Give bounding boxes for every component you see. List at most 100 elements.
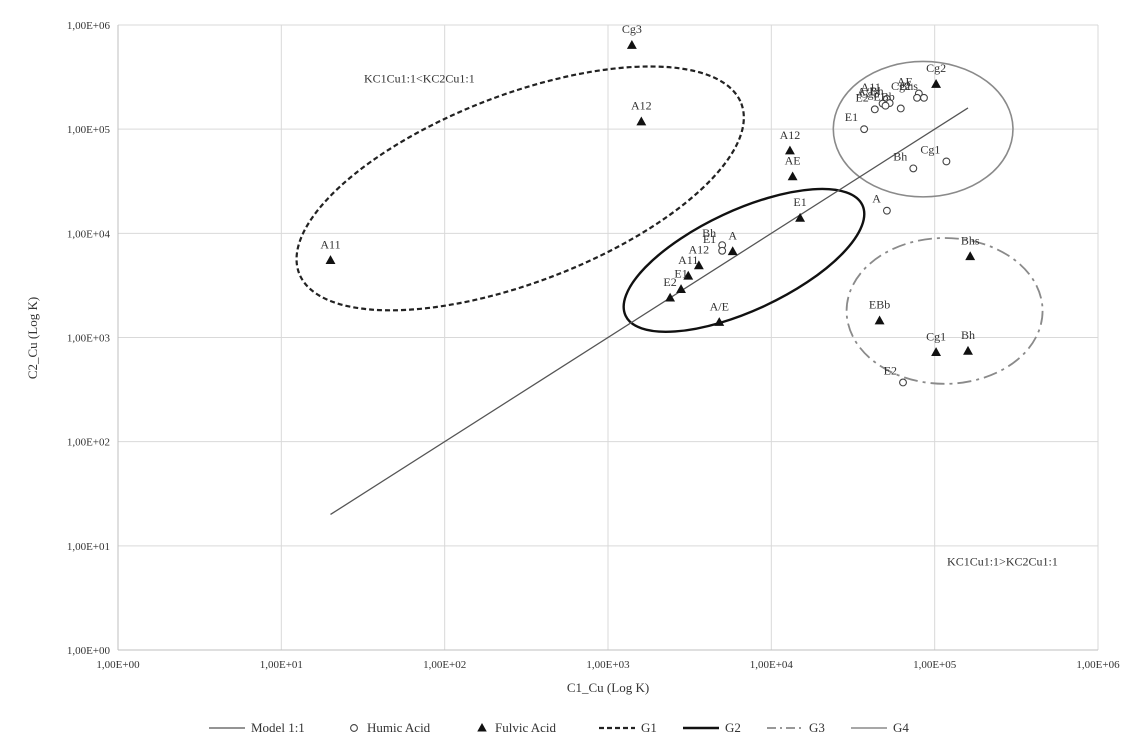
legend-entry-label: G4 bbox=[893, 720, 909, 735]
fulvic-acid-point bbox=[325, 255, 336, 265]
region-annotation: KC1Cu1:1<KC2Cu1:1 bbox=[364, 72, 475, 86]
fulvic-acid-point-label: E2 bbox=[663, 275, 676, 289]
humic-acid-point bbox=[942, 157, 951, 166]
fulvic-acid-point bbox=[931, 79, 942, 88]
humic-acid-point bbox=[913, 93, 921, 102]
y-tick-label: 1,00E+01 bbox=[67, 541, 110, 553]
fulvic-acid-point-label: A11 bbox=[678, 253, 698, 267]
y-tick-label: 1,00E+04 bbox=[67, 228, 111, 240]
fulvic-acid-point-label: AE bbox=[785, 154, 801, 168]
humic-acid-point bbox=[882, 206, 891, 215]
legend: Model 1:1 Humic Acid Fulvic Acid G1 G2 G3 G4 bbox=[209, 720, 909, 735]
model-1to1-line bbox=[330, 107, 969, 516]
humic-acid-point-label: Cg3 bbox=[859, 87, 879, 101]
group-ellipse-g2 bbox=[622, 187, 866, 334]
fulvic-acid-point bbox=[636, 116, 647, 126]
y-tick-label: 1,00E+02 bbox=[67, 437, 110, 449]
humic-acid-point-label: E2 bbox=[855, 90, 868, 104]
humic-acid-point-label: E1 bbox=[703, 232, 716, 246]
fulvic-acid-point bbox=[676, 284, 686, 293]
humic-acid-point bbox=[860, 125, 869, 134]
legend-entry-label: Fulvic Acid bbox=[495, 720, 557, 735]
axes: 1,00E+00 1,00E+01 1,00E+02 1,00E+03 1,00E+04… bbox=[67, 20, 1120, 671]
x-tick-label: 1,00E+06 bbox=[1076, 659, 1120, 671]
y-tick-label: 1,00E+00 bbox=[67, 645, 111, 657]
annotations: KC1Cu1:1<KC2Cu1:1 KC1Cu1:1>KC2Cu1:1 bbox=[364, 72, 1058, 569]
humic-acid-point-label: E1 bbox=[845, 110, 858, 124]
y-tick-label: 1,00E+06 bbox=[67, 20, 111, 32]
x-axis-title: C1_Cu (Log K) bbox=[567, 680, 649, 695]
fulvic-acid-point-label: A bbox=[728, 228, 737, 242]
humic-acid-point-label: Bh bbox=[870, 84, 884, 98]
humic-acid-point bbox=[881, 101, 890, 110]
humic-acid-point bbox=[920, 93, 928, 102]
humic-acid-point bbox=[718, 246, 727, 255]
x-tick-label: 1,00E+01 bbox=[260, 659, 303, 671]
fulvic-acid-point-label: Cg2 bbox=[926, 61, 946, 75]
legend-entry-label: Model 1:1 bbox=[251, 720, 305, 735]
humic-acid-point-label: Bh bbox=[893, 149, 907, 163]
y-axis-title: C2_Cu (Log K) bbox=[25, 297, 40, 379]
fulvic-acid-point-label: Bh bbox=[961, 328, 975, 342]
y-tick-label: 1,00E+03 bbox=[67, 333, 111, 345]
humic-acid-point-label: Cg2 bbox=[891, 79, 911, 93]
humic-acid-point-label: A11 bbox=[861, 80, 881, 94]
x-tick-label: 1,00E+02 bbox=[423, 659, 466, 671]
fulvic-acid-point-label: Bhs bbox=[961, 233, 980, 247]
legend-entry-label: G2 bbox=[725, 720, 741, 735]
y-tick-label: 1,00E+05 bbox=[67, 124, 111, 136]
humic-acid-point-label: A/E bbox=[857, 85, 876, 99]
humic-acid-point-label: Bhs bbox=[899, 79, 918, 93]
x-tick-label: 1,00E+04 bbox=[750, 659, 794, 671]
fulvic-acid-point-label: Cg1 bbox=[926, 329, 946, 343]
fulvic-acid-point-label: E1 bbox=[793, 195, 806, 209]
legend-fulvic-acid-swatch bbox=[477, 723, 487, 732]
humic-acid-point-label: Bh bbox=[702, 226, 716, 240]
group-ellipse-g1 bbox=[295, 65, 745, 312]
legend-entry-label: G1 bbox=[641, 720, 657, 735]
humic-acid-point-label: E2 bbox=[884, 363, 897, 377]
humic-acid-point bbox=[899, 378, 907, 387]
fulvic-acid-point-label: Cg3 bbox=[622, 22, 642, 36]
model-lines bbox=[330, 107, 969, 516]
humic-acid-point bbox=[909, 164, 918, 173]
fulvic-acid-point-label: A12 bbox=[780, 128, 801, 142]
fulvic-acid-point bbox=[965, 251, 976, 261]
legend-entry-label: G3 bbox=[809, 720, 825, 735]
fulvic-acid-point bbox=[683, 270, 694, 280]
fulvic-acid-point-label: E1 bbox=[674, 266, 687, 280]
humic-acid-point-label: Cg1 bbox=[920, 142, 940, 156]
legend-humic-acid-swatch bbox=[350, 724, 358, 732]
fulvic-acid-point bbox=[787, 171, 798, 181]
humic-acid-point-label: A bbox=[872, 192, 881, 206]
fulvic-acid-point bbox=[874, 315, 885, 325]
legend-entry-label: Humic Acid bbox=[367, 720, 431, 735]
humic-acid-point-label: EBb bbox=[873, 89, 894, 103]
x-tick-label: 1,00E+00 bbox=[96, 659, 140, 671]
humic-acid-point-label: AE bbox=[897, 74, 913, 88]
group-ellipse-g4 bbox=[832, 60, 1014, 198]
fulvic-acid-point bbox=[931, 347, 942, 357]
fulvic-acid-point-label: A11 bbox=[320, 237, 340, 251]
fulvic-acid-point bbox=[626, 39, 637, 49]
fulvic-acid-point-label: EBb bbox=[869, 298, 890, 312]
fulvic-acid-point bbox=[795, 212, 806, 222]
fulvic-acid-point bbox=[963, 345, 973, 355]
group-ellipses bbox=[295, 60, 1044, 385]
humic-acid-point bbox=[896, 104, 905, 113]
humic-acid-point bbox=[870, 105, 879, 114]
fulvic-acid-point-label: A12 bbox=[689, 243, 710, 257]
fulvic-acid-point-label: A12 bbox=[631, 99, 652, 113]
fulvic-acid-point-label: A/E bbox=[710, 299, 729, 313]
group-ellipse-g3 bbox=[845, 237, 1044, 385]
fulvic-acid-point bbox=[665, 292, 676, 302]
fulvic-acid-point bbox=[693, 260, 704, 270]
fulvic-acid-point bbox=[714, 317, 725, 326]
fulvic-acid-point bbox=[727, 246, 738, 256]
fulvic-acid-point bbox=[785, 145, 795, 155]
x-tick-label: 1,00E+05 bbox=[913, 659, 957, 671]
x-tick-label: 1,00E+03 bbox=[586, 659, 630, 671]
